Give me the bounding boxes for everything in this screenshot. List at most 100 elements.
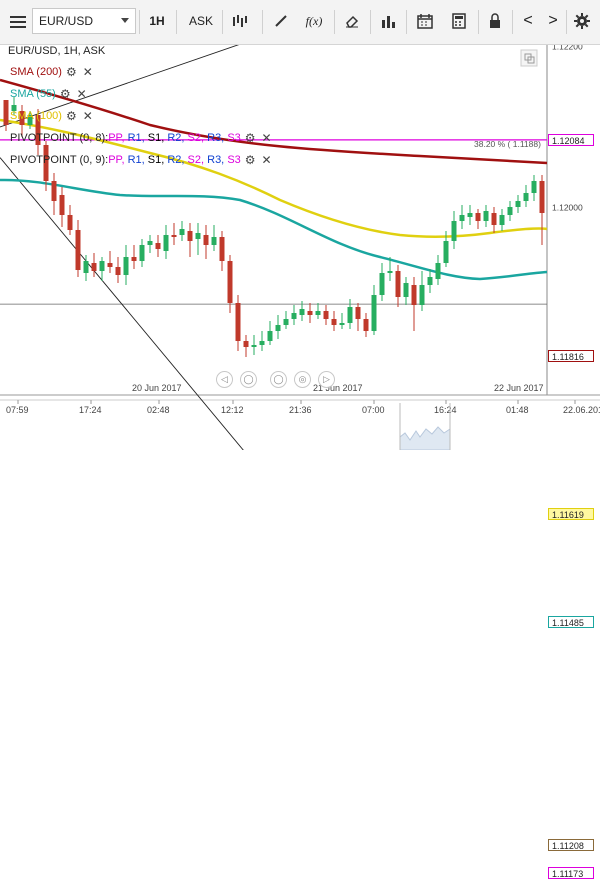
legend-sma100[interactable]: SMA (100) ⚙ ✕ <box>10 109 93 123</box>
legend-sma55[interactable]: SMA (55) ⚙ ✕ <box>10 87 87 101</box>
candle-body <box>67 215 73 230</box>
settings-icon[interactable] <box>570 8 594 34</box>
candle-body <box>515 201 521 207</box>
time-label: 02:48 <box>147 405 170 415</box>
candle-body <box>139 245 145 261</box>
menu-icon[interactable] <box>6 8 30 34</box>
candle-body <box>427 277 433 285</box>
candle-body <box>403 283 409 297</box>
timeframe-button[interactable]: 1H <box>149 14 165 28</box>
close-icon[interactable]: ✕ <box>76 87 87 101</box>
candle-body <box>307 311 313 315</box>
indicators-icon[interactable] <box>376 8 402 34</box>
candle-body <box>131 257 137 261</box>
candle-body <box>491 213 497 225</box>
pivot8-r1: R1, <box>127 132 145 144</box>
candle-body <box>299 309 305 315</box>
candle-body <box>147 241 153 245</box>
gear-icon[interactable]: ⚙ <box>244 131 256 145</box>
zoom-in-icon[interactable]: ◯ <box>270 371 287 388</box>
function-icon[interactable]: f(x) <box>305 13 323 28</box>
close-icon[interactable]: ✕ <box>82 109 93 123</box>
sma100-label: SMA (100) <box>10 110 62 122</box>
calendar-icon[interactable] <box>412 8 438 34</box>
close-icon[interactable]: ✕ <box>261 153 272 167</box>
legend-pivot-9[interactable]: PIVOTPOINT (0, 9): PP, R1, S1, R2, S2, R… <box>10 153 272 167</box>
chart-type-icon[interactable] <box>227 8 253 34</box>
candle-body <box>459 215 465 221</box>
candle-body <box>291 313 297 319</box>
fib-label: 38.20 % ( 1.1188) <box>474 139 541 149</box>
price-tag: 1.12084 <box>548 133 594 146</box>
pivot8-s2: S2, <box>187 132 205 144</box>
candle-body <box>283 319 289 325</box>
candle-body <box>499 215 505 225</box>
close-icon[interactable]: ✕ <box>82 65 93 79</box>
prev-icon[interactable]: < <box>523 12 533 29</box>
candle-body <box>227 261 233 303</box>
candle-body <box>35 115 41 145</box>
gear-icon[interactable]: ⚙ <box>65 109 77 123</box>
zoom-out-icon[interactable]: ◯ <box>240 371 257 388</box>
legend-pivot-8[interactable]: PIVOTPOINT (0, 8): PP, R1, S1, R2, S2, R… <box>10 131 272 145</box>
candle-body <box>219 237 225 261</box>
draw-line-icon[interactable] <box>268 8 294 34</box>
candle-body <box>475 213 481 221</box>
time-label: 12:12 <box>221 405 244 415</box>
symbol-selector[interactable]: EUR/USD <box>32 8 136 34</box>
legend-sma200[interactable]: SMA (200) ⚙ ✕ <box>10 65 93 79</box>
price-axis-label: 1.12000 <box>552 203 583 213</box>
eraser-icon[interactable] <box>339 8 365 34</box>
pivot9-r1: R1, <box>127 154 145 166</box>
next-icon[interactable]: > <box>548 12 558 29</box>
scroll-left-icon[interactable]: ◁ <box>216 371 233 388</box>
candle-body <box>259 341 265 345</box>
gear-icon[interactable]: ⚙ <box>244 153 256 167</box>
scroll-right-icon[interactable]: ▷ <box>318 371 335 388</box>
candle-body <box>355 307 361 319</box>
price-tag: 1.11208 <box>548 839 594 852</box>
candle-body <box>523 193 529 201</box>
gear-icon[interactable]: ⚙ <box>59 87 71 101</box>
price-tag: 1.11619 <box>548 508 594 521</box>
candle-body <box>347 307 353 323</box>
candle-body <box>331 319 337 325</box>
pivot9-s1: S1, <box>147 154 165 166</box>
candle-body <box>411 285 417 305</box>
candle-body <box>51 181 57 201</box>
candle-body <box>323 311 329 319</box>
chart-header: EUR/USD, 1H, ASK <box>8 45 106 57</box>
price-type-button[interactable]: ASK <box>188 14 213 28</box>
time-label: 16:24 <box>434 405 457 415</box>
candle-body <box>387 271 393 273</box>
toolbar: EUR/USD 1H ASK f(x) < > <box>0 0 600 45</box>
candle-body <box>203 235 209 245</box>
reset-zoom-icon[interactable]: ◎ <box>294 371 311 388</box>
candle-body <box>251 345 257 347</box>
candle-body <box>363 319 369 331</box>
expand-chart-icon[interactable] <box>520 49 538 67</box>
calculator-icon[interactable] <box>446 8 472 34</box>
candle-body <box>443 241 449 263</box>
pivot9-s2: S2, <box>187 154 205 166</box>
candle-body <box>83 261 89 273</box>
lock-icon[interactable] <box>482 8 508 34</box>
gear-icon[interactable]: ⚙ <box>65 65 77 79</box>
candle-body <box>507 207 513 215</box>
candle-body <box>451 221 457 241</box>
sma100-line <box>0 118 548 238</box>
time-label: 01:48 <box>506 405 529 415</box>
candle-body <box>211 237 217 245</box>
candle-body <box>75 230 81 270</box>
candle-body <box>59 195 65 215</box>
date-label: 22 Jun 2017 <box>494 383 544 393</box>
candle-body <box>123 257 129 275</box>
candle-body <box>27 115 33 125</box>
close-icon[interactable]: ✕ <box>261 131 272 145</box>
candle-body <box>19 111 25 125</box>
time-label: 07:00 <box>362 405 385 415</box>
candle-body <box>243 341 249 347</box>
sma55-line <box>0 178 548 281</box>
